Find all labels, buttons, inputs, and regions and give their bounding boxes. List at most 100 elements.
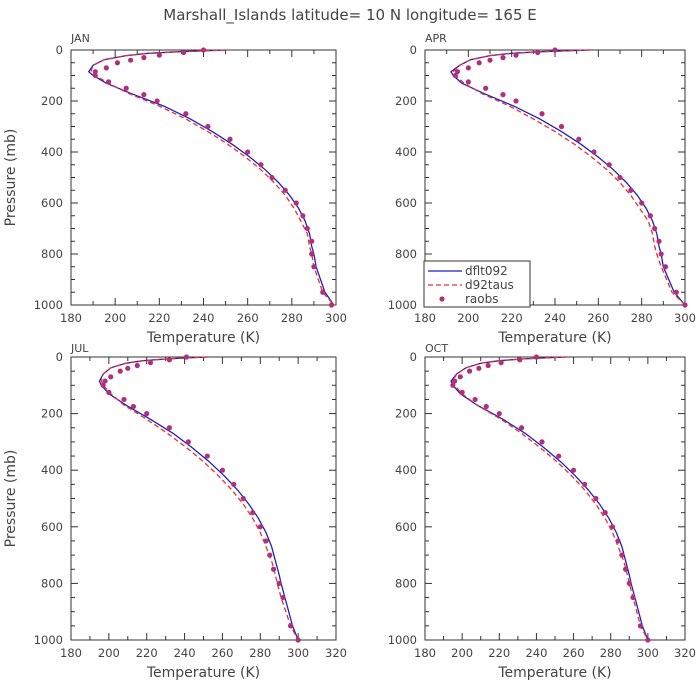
- raobs-point: [166, 425, 173, 431]
- x-tick-label: 260: [237, 311, 259, 325]
- d92taus-line: [452, 49, 686, 306]
- raobs-point: [147, 360, 154, 366]
- raobs-point: [263, 538, 269, 544]
- raobs-point: [103, 65, 109, 71]
- raobs-point: [472, 396, 478, 403]
- x-tick-label: 220: [501, 311, 523, 325]
- panel-apr: APR 180 200 220 240 260 280 300 0 200 400 600 800 10…: [388, 32, 696, 346]
- raobs-point: [269, 174, 275, 181]
- raobs-point: [466, 368, 473, 374]
- raobs-point: [231, 481, 237, 487]
- x-tick-label: 200: [98, 646, 120, 660]
- legend-label-d92taus: d92taus: [465, 278, 514, 292]
- d92taus-line: [452, 356, 649, 641]
- raobs-point: [593, 495, 599, 502]
- x-tick-label: 180: [60, 311, 82, 325]
- raobs-point: [205, 123, 211, 130]
- x-tick-label: 180: [60, 646, 82, 660]
- raobs-point: [609, 524, 616, 530]
- y-tick-label: 200: [41, 407, 63, 421]
- raobs-point: [245, 149, 251, 155]
- raobs-point: [606, 162, 612, 168]
- x-tick-label: 280: [600, 646, 622, 660]
- raobs-point: [656, 238, 662, 244]
- x-tick-label: 300: [637, 646, 659, 660]
- raobs-point: [476, 60, 482, 66]
- panel-oct: OCT 180 200 220 240 260 280 300 320 0 200 400 600 80…: [388, 342, 696, 681]
- raobs-point: [219, 467, 226, 473]
- raobs-point: [204, 453, 210, 459]
- y-tick-label: 1000: [34, 298, 63, 312]
- x-tick-label: 200: [451, 646, 473, 660]
- raobs-point: [227, 136, 233, 142]
- y-tick-label: 0: [410, 43, 417, 57]
- figure-title: Marshall_Islands latitude= 10 N longitud…: [163, 6, 536, 25]
- raobs-point: [304, 225, 310, 232]
- raobs-point: [267, 552, 273, 558]
- raobs-point: [121, 396, 127, 403]
- raobs-point: [476, 365, 482, 371]
- panel-label: OCT: [425, 342, 448, 355]
- raobs-point: [513, 52, 519, 58]
- raobs-point: [591, 149, 597, 155]
- x-tick-label: 240: [193, 311, 215, 325]
- raobs-point: [123, 85, 129, 91]
- d92taus-line: [100, 356, 299, 641]
- y-tick-label: 0: [410, 350, 417, 364]
- x-tick-label: 200: [457, 311, 479, 325]
- x-tick-label: 180: [414, 311, 436, 325]
- legend: dflt092 d92taus raobs: [423, 260, 531, 308]
- raobs-point: [556, 453, 562, 459]
- raobs-point: [552, 47, 558, 53]
- raobs-point: [282, 187, 288, 193]
- x-tick-label: 300: [325, 311, 347, 325]
- x-axis-label: Temperature (K): [146, 665, 260, 681]
- raobs-point: [166, 357, 173, 363]
- panel-label: APR: [425, 32, 447, 45]
- raobs-point: [258, 162, 264, 168]
- raobs-point: [617, 174, 623, 181]
- legend-swatch-raobs: [439, 296, 445, 302]
- y-tick-label: 600: [395, 196, 417, 210]
- y-tick-label: 400: [41, 145, 63, 159]
- y-tick-label: 800: [41, 576, 63, 590]
- raobs-point: [156, 52, 162, 58]
- raobs-point: [539, 111, 545, 117]
- raobs-point: [535, 49, 541, 56]
- panel-jul: JUL 180 200 220 240 260 280 300 320 0 200 400 600 80…: [3, 342, 347, 681]
- y-tick-label: 800: [395, 576, 417, 590]
- y-tick-label: 200: [395, 94, 417, 108]
- raobs-point: [106, 389, 112, 395]
- x-tick-label: 280: [631, 311, 653, 325]
- x-axis-label: Temperature (K): [146, 330, 260, 346]
- raobs-point: [185, 439, 191, 445]
- raobs-point: [483, 403, 489, 410]
- raobs-point: [293, 200, 299, 206]
- raobs-point: [628, 187, 634, 193]
- raobs-point: [240, 495, 246, 502]
- raobs-point: [105, 79, 112, 85]
- raobs-point: [454, 69, 461, 75]
- x-tick-label: 300: [674, 311, 696, 325]
- y-tick-label: 800: [41, 247, 63, 261]
- raobs-point: [183, 354, 190, 360]
- y-tick-label: 0: [56, 43, 63, 57]
- x-tick-label: 260: [587, 311, 609, 325]
- raobs-point: [311, 264, 317, 270]
- raobs-point: [513, 98, 519, 104]
- legend-label-raobs: raobs: [465, 292, 499, 306]
- raobs-point: [287, 623, 294, 629]
- raobs-point: [539, 439, 545, 445]
- raobs-point: [108, 374, 114, 380]
- raobs-point: [309, 251, 315, 257]
- raobs-point: [465, 65, 471, 71]
- y-tick-label: 600: [395, 520, 417, 534]
- raobs-point: [459, 389, 465, 395]
- raobs-point: [500, 55, 506, 61]
- y-tick-label: 600: [41, 520, 63, 534]
- raobs-point: [450, 382, 456, 388]
- y-tick-label: 1000: [388, 633, 417, 647]
- raobs-point: [320, 289, 326, 295]
- raobs-point: [276, 580, 282, 587]
- raobs-point: [673, 289, 679, 295]
